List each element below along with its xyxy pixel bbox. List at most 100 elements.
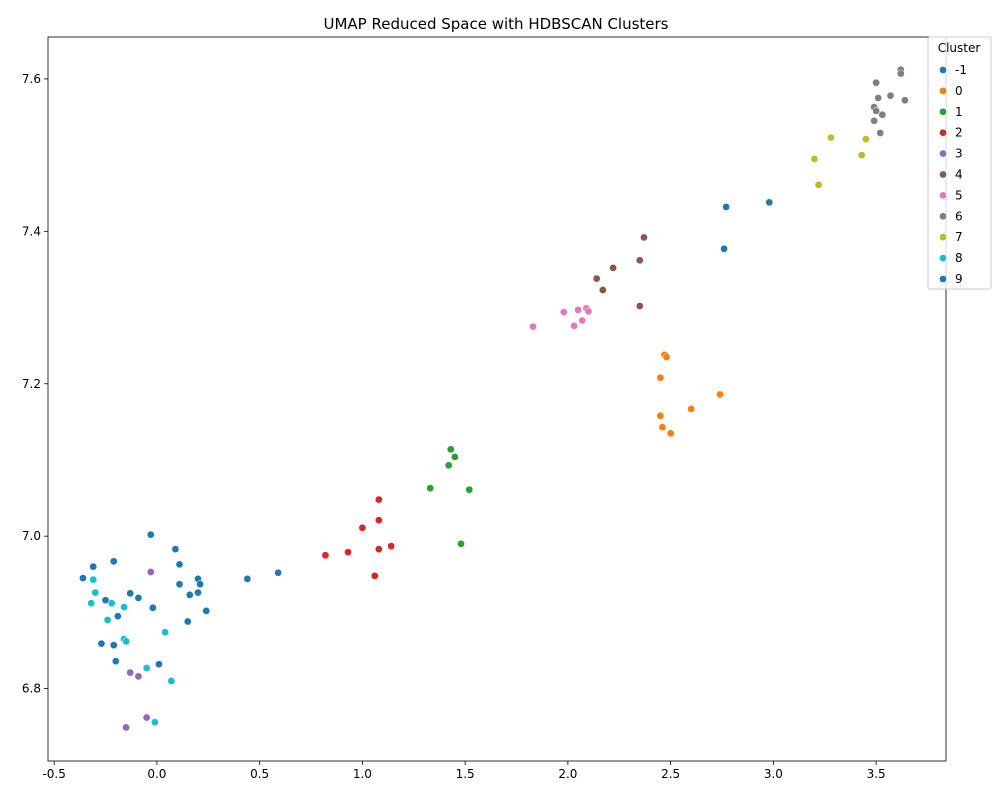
data-point — [814, 180, 823, 189]
data-point — [142, 713, 151, 722]
data-point — [111, 657, 120, 666]
legend-label: 3 — [955, 147, 963, 161]
legend-label: 8 — [955, 251, 963, 265]
data-point — [167, 677, 176, 685]
data-point — [574, 305, 583, 314]
legend-marker — [939, 149, 947, 158]
legend-marker — [939, 233, 947, 242]
legend-label: 5 — [955, 188, 963, 202]
data-point — [97, 639, 106, 648]
data-point — [146, 530, 155, 539]
data-point — [109, 641, 118, 650]
data-point — [91, 588, 100, 597]
legend-marker — [939, 128, 947, 137]
data-point — [827, 133, 835, 142]
x-tick-label: 0.5 — [250, 767, 269, 781]
data-point — [151, 718, 159, 726]
data-point — [656, 411, 665, 420]
data-point — [870, 116, 878, 125]
data-point — [146, 568, 155, 576]
chart-title: UMAP Reduced Space with HDBSCAN Clusters — [324, 15, 669, 33]
x-tick-label: 1.5 — [456, 767, 475, 781]
data-point — [666, 429, 675, 438]
data-point — [107, 599, 116, 608]
x-tick-label: -0.5 — [42, 767, 65, 781]
x-tick-label: 3.5 — [867, 767, 886, 781]
data-point — [243, 575, 252, 583]
data-point — [765, 198, 774, 207]
data-point — [810, 155, 819, 163]
legend-marker — [939, 254, 947, 262]
x-tick-label: 0.0 — [147, 767, 166, 781]
legend-label: 7 — [955, 230, 963, 244]
data-point — [109, 557, 118, 566]
data-point — [878, 110, 887, 119]
data-point — [862, 135, 870, 143]
data-point — [872, 78, 880, 87]
legend-label: -1 — [955, 63, 967, 77]
x-axis: -0.5 0.0 0.5 1.0 1.5 2.0 2.5 3.0 3.5 — [42, 761, 886, 781]
data-point — [89, 575, 98, 584]
y-tick-label: 7.2 — [22, 377, 41, 391]
data-point — [529, 322, 537, 331]
legend-label: 1 — [955, 105, 963, 119]
data-point — [387, 542, 396, 550]
data-point — [598, 286, 607, 294]
data-point — [374, 495, 383, 504]
data-point — [426, 484, 435, 493]
x-tick-label: 1.0 — [353, 767, 372, 781]
plot-area — [47, 36, 947, 762]
data-point — [120, 603, 128, 611]
data-point — [126, 589, 135, 598]
data-point — [444, 461, 453, 470]
data-point — [640, 233, 648, 242]
data-point — [857, 151, 866, 159]
data-point — [122, 723, 130, 732]
data-point — [720, 245, 728, 253]
data-point — [570, 321, 578, 330]
data-point — [194, 588, 202, 597]
data-point — [370, 571, 379, 580]
legend-label: 9 — [955, 272, 963, 286]
data-point — [635, 302, 644, 310]
data-point — [876, 129, 885, 137]
data-point — [457, 539, 465, 548]
data-point — [358, 523, 367, 532]
y-tick-label: 7.4 — [22, 224, 41, 238]
legend-title: Cluster — [938, 41, 981, 55]
legend-marker — [939, 170, 947, 179]
data-point — [196, 580, 204, 589]
data-point — [635, 256, 644, 265]
data-point — [175, 560, 184, 569]
data-point — [142, 664, 151, 672]
data-point — [122, 637, 130, 646]
data-point — [584, 307, 593, 316]
data-point — [126, 668, 135, 677]
legend-label: 4 — [955, 168, 963, 182]
data-point — [155, 660, 163, 669]
y-tick-label: 7.6 — [22, 72, 41, 86]
data-point — [451, 453, 459, 461]
data-point — [321, 551, 330, 560]
legend-box — [927, 36, 992, 290]
legend-marker — [939, 87, 947, 95]
legend-items: -1 0 1 2 3 4 5 6 7 8 9 — [939, 63, 967, 286]
data-point — [101, 596, 110, 605]
data-point — [609, 264, 617, 272]
data-point — [185, 591, 194, 599]
data-point — [202, 607, 211, 615]
data-point — [658, 423, 667, 432]
legend-label: 0 — [955, 84, 963, 98]
legend-label: 6 — [955, 209, 963, 223]
data-point — [148, 603, 157, 612]
legend-marker — [939, 212, 947, 221]
y-tick-label: 6.8 — [22, 682, 41, 696]
data-point — [183, 617, 192, 626]
data-point — [687, 405, 696, 413]
data-point — [465, 485, 474, 494]
data-point — [175, 580, 184, 589]
data-point — [114, 612, 122, 621]
legend-marker — [939, 66, 947, 74]
data-point — [374, 545, 383, 553]
